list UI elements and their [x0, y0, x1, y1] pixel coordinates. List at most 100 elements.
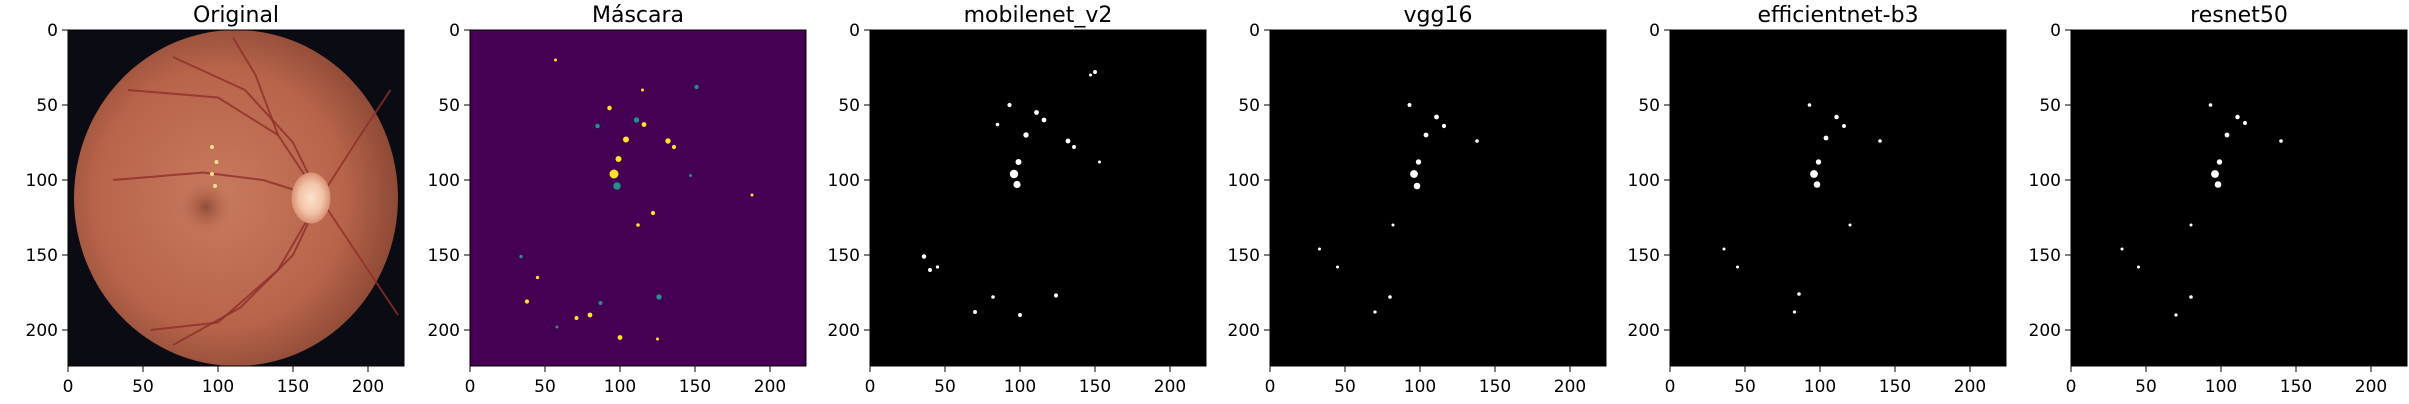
- lesion-dot: [617, 335, 623, 340]
- axes-frame: [67, 29, 405, 367]
- prediction-background: [1670, 30, 2006, 366]
- y-tick-label: 200: [26, 321, 58, 341]
- lesion-dot: [609, 169, 619, 179]
- lesion-dot: [656, 294, 662, 300]
- y-tick-label: 0: [2050, 21, 2061, 41]
- x-tick-label: 0: [2066, 377, 2077, 397]
- y-tick-label: 100: [26, 171, 58, 191]
- x-tick-label: 0: [1665, 377, 1676, 397]
- vessel: [319, 197, 399, 316]
- y-tick-label: 50: [1238, 96, 1260, 116]
- panel-mobilenet: mobilenet_v2 0 50 100 150 200 0 50 100 150 200: [828, 3, 1207, 397]
- x-tick-label: 200: [1954, 377, 1986, 397]
- lesion-dot: [1053, 293, 1059, 298]
- lesion-dot: [519, 254, 523, 259]
- lesion-dot: [1423, 132, 1429, 138]
- x-tick-label: 100: [2205, 377, 2237, 397]
- lesion-dot: [1813, 181, 1821, 188]
- y-tick-label: 100: [428, 171, 460, 191]
- lesion-dot: [587, 312, 593, 318]
- lesion-dot: [1373, 310, 1377, 314]
- lesion-dot: [595, 123, 600, 129]
- lesion-dot: [1848, 223, 1852, 227]
- lesion-dot: [1441, 123, 1447, 129]
- macula: [179, 180, 233, 234]
- lesion-dot: [1093, 70, 1097, 74]
- panel-original: Original 0 50 100 150 200 0 50 100 150 200: [26, 3, 405, 397]
- y-tick-label: 200: [2029, 321, 2061, 341]
- vessel: [172, 197, 321, 346]
- y-tick-label: 0: [849, 21, 860, 41]
- lesion-dot: [2208, 103, 2213, 107]
- retina-disc: [74, 30, 398, 366]
- lesion-dot: [1072, 145, 1076, 149]
- panel-title: Original: [193, 3, 279, 28]
- optic-disc: [291, 172, 331, 224]
- panel-title: resnet50: [2190, 3, 2288, 28]
- lesion-dot: [1391, 223, 1395, 227]
- lesion-dot: [607, 105, 612, 111]
- x-tick-label: 200: [352, 377, 384, 397]
- lesion-dot: [689, 174, 692, 177]
- y-tick-label: 150: [428, 246, 460, 266]
- axes-frame: [1669, 29, 2007, 367]
- lesion-dot: [1842, 124, 1846, 128]
- x-tick-label: 100: [1404, 377, 1436, 397]
- x-tick-label: 50: [2135, 377, 2157, 397]
- exudate: [214, 160, 219, 164]
- x-tick-label: 150: [1479, 377, 1511, 397]
- axes-frame: [869, 29, 1207, 367]
- x-tick-label: 0: [865, 377, 876, 397]
- panel-vgg: vgg16 0 50 100 150 200 0 50 100 150 200: [1228, 3, 1607, 397]
- lesion-dot: [1023, 132, 1029, 138]
- y-tick-label: 50: [438, 96, 460, 116]
- y-tick-label: 200: [1228, 321, 1260, 341]
- x-tick-label: 100: [1804, 377, 1836, 397]
- x-tick-label: 0: [63, 377, 74, 397]
- lesion-dot: [1015, 159, 1022, 165]
- prediction-background: [870, 30, 1206, 366]
- x-tick-label: 50: [1334, 377, 1356, 397]
- lesion-dot: [2214, 181, 2222, 188]
- lesion-dot: [1878, 139, 1882, 143]
- vessel: [232, 36, 279, 136]
- lesion-dot: [2189, 295, 2193, 299]
- x-tick-label: 150: [679, 377, 711, 397]
- lesion-dot: [1336, 265, 1339, 269]
- lesion-dot: [1009, 169, 1019, 179]
- y-tick-label: 0: [1649, 21, 1660, 41]
- lesion-dot: [1413, 182, 1421, 190]
- x-tick-label: 200: [754, 377, 786, 397]
- lesion-dot: [2235, 114, 2240, 120]
- lesion-dot: [1797, 292, 1801, 296]
- x-tick-label: 150: [2280, 377, 2312, 397]
- lesion-dot: [641, 88, 644, 92]
- y-tick-label: 100: [2029, 171, 2061, 191]
- lesion-dot: [991, 295, 995, 299]
- lesion-dot: [2243, 121, 2247, 125]
- lesion-dot: [671, 144, 677, 150]
- x-tick-label: 150: [277, 377, 309, 397]
- x-tick-label: 50: [534, 377, 556, 397]
- lesion-dot: [1041, 117, 1047, 123]
- lesion-dot: [1434, 114, 1439, 120]
- lesion-dot: [1415, 159, 1422, 165]
- lesion-dot: [1018, 313, 1022, 317]
- y-tick-label: 50: [1638, 96, 1660, 116]
- lesion-dot: [1736, 265, 1739, 269]
- lesion-dot: [1815, 159, 1822, 165]
- y-tick-label: 100: [1628, 171, 1660, 191]
- x-tick-label: 50: [1734, 377, 1756, 397]
- y-tick-label: 0: [449, 21, 460, 41]
- x-tick-label: 100: [202, 377, 234, 397]
- prediction-background: [2071, 30, 2407, 366]
- panel-title: efficientnet-b3: [1757, 3, 1918, 28]
- lesion-dot: [1098, 160, 1101, 164]
- y-tick-label: 200: [428, 321, 460, 341]
- lesion-dot: [2174, 313, 2178, 317]
- lesion-dot: [656, 337, 659, 341]
- y-tick-label: 150: [26, 246, 58, 266]
- y-tick-label: 50: [838, 96, 860, 116]
- lesion-dot: [2224, 132, 2230, 138]
